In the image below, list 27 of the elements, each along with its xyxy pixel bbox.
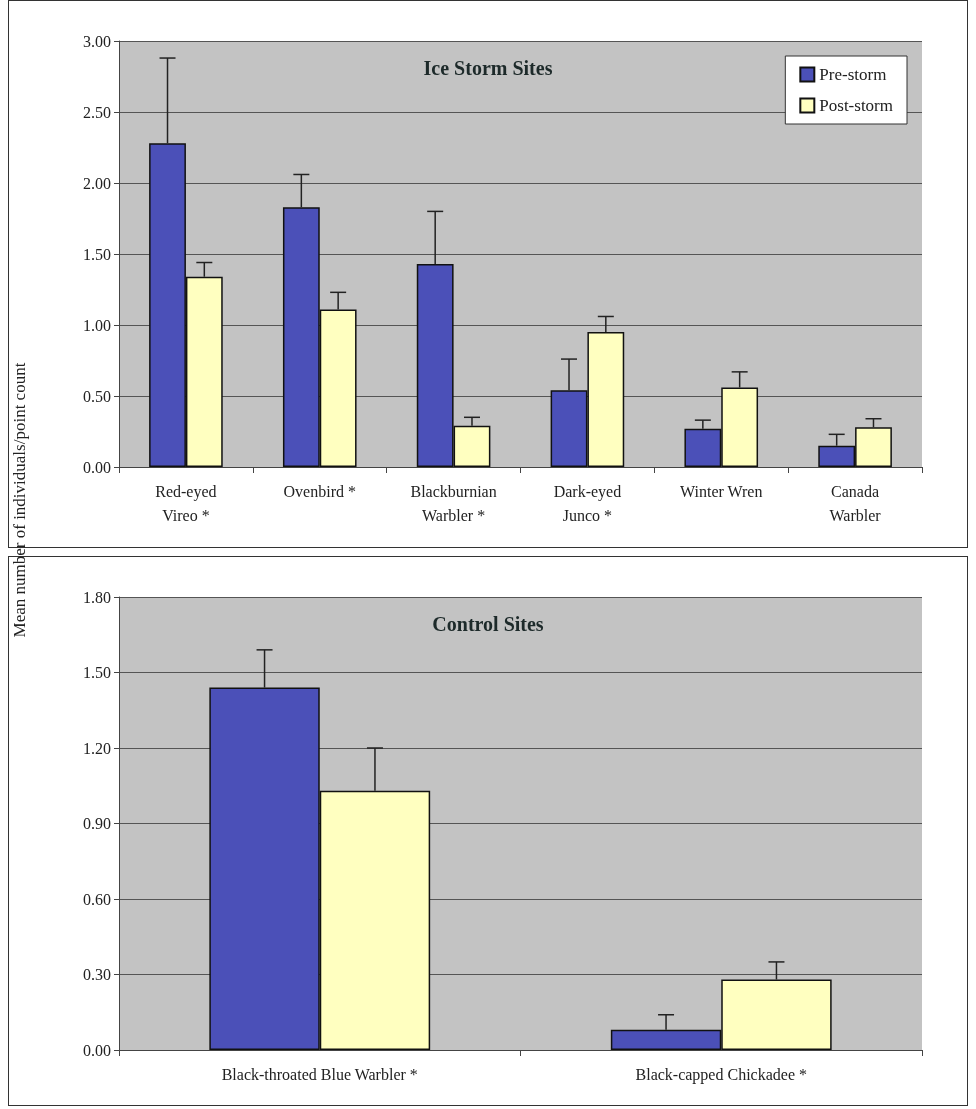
y-tick-label: 0.00 [83, 458, 111, 476]
x-tick-label: Canada Warbler [829, 482, 882, 524]
y-tick-label: 2.00 [83, 174, 111, 192]
y-tick-label: 0.50 [83, 387, 111, 405]
y-tick-label: 0.60 [83, 890, 111, 908]
y-tick-label: 2.50 [83, 103, 111, 121]
y-tick-label: 3.00 [83, 32, 111, 50]
x-tick-label: Dark-eyed Junco * [553, 482, 622, 524]
x-tick-label: Black-capped Chickadee * [635, 1065, 807, 1084]
legend-label: Post-storm [819, 96, 894, 115]
y-tick-label: 0.30 [83, 966, 111, 983]
y-tick-label: 1.50 [83, 664, 111, 681]
text: Control Sites [432, 613, 544, 635]
y-tick-label: 1.20 [83, 739, 111, 757]
x-tick-label: Black-throated Blue Warbler * [221, 1065, 418, 1083]
y-axis-title: Mean number of individuals/point count [10, 361, 30, 640]
legend-label: Pre-storm [819, 65, 887, 84]
x-tick-label: Ovenbird * [283, 482, 356, 500]
y-tick-label: 0.90 [83, 815, 111, 832]
y-tick-label: 0.00 [83, 1041, 111, 1059]
text: Ice Storm Sites [423, 57, 553, 79]
x-tick-label: Red-eyed Vireo * [155, 482, 217, 524]
x-tick-label: Winter Wren [680, 482, 763, 500]
y-tick-label: 1.00 [83, 316, 111, 334]
y-tick-label: 1.50 [83, 245, 111, 263]
y-tick-label: 1.80 [83, 588, 111, 606]
x-tick-label: Blackburnian Warbler * [410, 482, 497, 524]
